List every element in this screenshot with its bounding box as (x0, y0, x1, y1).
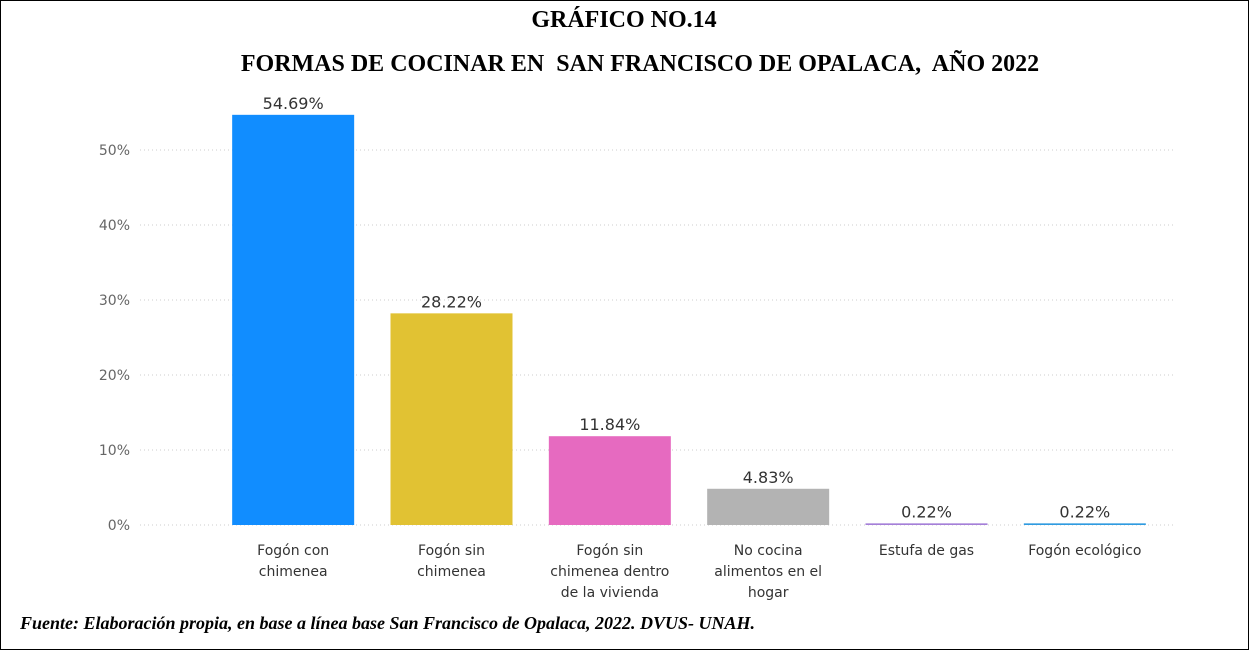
value-label: 54.69% (263, 94, 324, 113)
chart-title: GRÁFICO NO.14 (531, 7, 716, 33)
value-label: 0.22% (1059, 502, 1110, 521)
value-label: 0.22% (901, 502, 952, 521)
y-tick-label: 50% (99, 143, 130, 159)
y-tick-label: 0% (108, 518, 130, 534)
value-label: 4.83% (743, 468, 794, 487)
x-tick-label: Fogón con chimenea (257, 543, 329, 580)
bar (390, 313, 513, 525)
chart-subtitle: FORMAS DE COCINAR EN SAN FRANCISCO DE OP… (241, 51, 1039, 77)
x-tick-label: Fogón ecológico (1028, 543, 1141, 559)
x-tick-label: No cocina alimentos en el hogar (714, 543, 822, 601)
value-label: 11.84% (579, 415, 640, 434)
bar (865, 523, 988, 525)
source-note: Fuente: Elaboración propia, en base a lí… (19, 613, 755, 633)
bar (232, 114, 355, 525)
y-tick-label: 30% (99, 293, 130, 309)
y-tick-label: 10% (99, 443, 130, 459)
bar (707, 488, 830, 525)
value-label: 28.22% (421, 292, 482, 311)
y-tick-label: 40% (99, 218, 130, 234)
x-tick-label: Fogón sin chimenea dentro de la vivienda (550, 543, 669, 601)
bar (1023, 523, 1146, 525)
bar (548, 436, 671, 525)
x-tick-label: Estufa de gas (879, 543, 974, 559)
y-tick-label: 20% (99, 368, 130, 384)
x-tick-label: Fogón sin chimenea (417, 543, 486, 580)
